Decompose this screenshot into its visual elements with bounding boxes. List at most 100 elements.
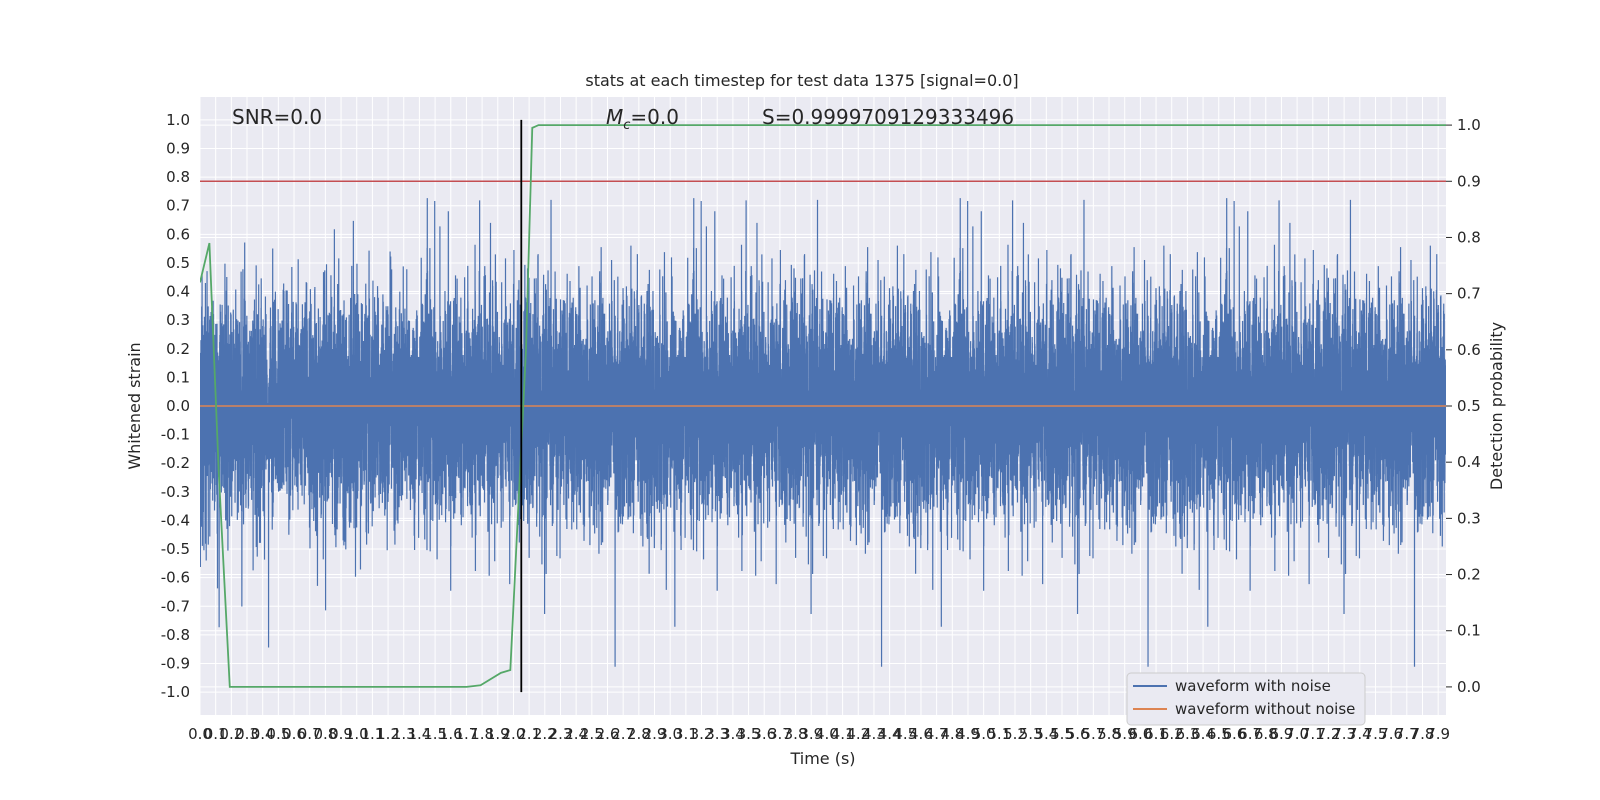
x-tick-label: 3.1	[674, 725, 698, 743]
y2-tick-label: 0.2	[1457, 566, 1481, 584]
x-tick-label: 6.9	[1270, 725, 1294, 743]
x-tick-label: 1.6	[439, 725, 463, 743]
x-tick-label: 7.3	[1332, 725, 1356, 743]
mc-annotation: Mc=0.0	[606, 105, 679, 133]
y-tick-label: 0.0	[166, 397, 190, 415]
x-tick-label: 3.9	[799, 725, 823, 743]
x-tick-label: 4.8	[940, 725, 964, 743]
x-tick-label: 7.2	[1317, 725, 1341, 743]
x-tick-label: 1.4	[407, 725, 431, 743]
y2-tick-label: 0.3	[1457, 509, 1481, 527]
y-tick-label: -0.5	[161, 540, 190, 558]
y-tick-label: 0.3	[166, 311, 190, 329]
x-tick-label: 0.5	[266, 725, 290, 743]
x-tick-label: 7.7	[1395, 725, 1419, 743]
x-tick-label: 1.0	[345, 725, 369, 743]
x-tick-label: 0.0	[188, 725, 212, 743]
x-tick-label: 4.7	[925, 725, 949, 743]
x-tick-label: 6.3	[1175, 725, 1199, 743]
x-tick-label: 4.2	[846, 725, 870, 743]
x-tick-label: 1.2	[376, 725, 400, 743]
x-tick-label: 0.7	[298, 725, 322, 743]
y-tick-label: 0.1	[166, 368, 190, 386]
x-tick-label: 6.6	[1222, 725, 1246, 743]
x-tick-label: 5.0	[972, 725, 996, 743]
y2-tick-label: 0.9	[1457, 172, 1481, 190]
x-tick-label: 2.4	[564, 725, 588, 743]
x-tick-label: 7.1	[1301, 725, 1325, 743]
x-tick-label: 2.3	[549, 725, 573, 743]
y-tick-label: 0.8	[166, 168, 190, 186]
y2-tick-label: 0.0	[1457, 678, 1481, 696]
y2-tick-label: 0.1	[1457, 622, 1481, 640]
legend-label-with-noise: waveform with noise	[1175, 677, 1331, 695]
x-tick-label: 1.1	[360, 725, 384, 743]
x-tick-label: 6.4	[1191, 725, 1215, 743]
x-tick-label: 3.4	[721, 725, 745, 743]
y2-tick-label: 0.8	[1457, 228, 1481, 246]
x-tick-label: 0.8	[313, 725, 337, 743]
y-tick-label: -0.9	[161, 655, 190, 673]
x-tick-label: 2.9	[643, 725, 667, 743]
x-tick-label: 4.5	[893, 725, 917, 743]
legend-label-without-noise: waveform without noise	[1175, 700, 1355, 718]
x-tick-label: 0.6	[282, 725, 306, 743]
x-tick-label: 3.2	[690, 725, 714, 743]
x-tick-label: 1.3	[392, 725, 416, 743]
x-tick-label: 0.1	[204, 725, 228, 743]
x-tick-label: 5.6	[1066, 725, 1090, 743]
x-tick-label: 6.2	[1160, 725, 1184, 743]
x-tick-label: 0.3	[235, 725, 259, 743]
x-tick-label: 6.7	[1238, 725, 1262, 743]
y-tick-label: -0.8	[161, 626, 190, 644]
legend-box	[1126, 672, 1366, 726]
y-tick-label: -0.3	[161, 483, 190, 501]
x-tick-label: 2.2	[533, 725, 557, 743]
x-tick-label: 5.3	[1019, 725, 1043, 743]
y-tick-label: 1.0	[166, 111, 190, 129]
x-tick-label: 5.8	[1097, 725, 1121, 743]
x-tick-label: 1.5	[423, 725, 447, 743]
y-tick-label: 0.2	[166, 340, 190, 358]
x-tick-label: 5.4	[1034, 725, 1058, 743]
x-tick-label: 5.2	[1003, 725, 1027, 743]
x-tick-label: 7.8	[1411, 725, 1435, 743]
snr-annotation: SNR=0.0	[232, 105, 322, 129]
x-tick-label: 4.4	[878, 725, 902, 743]
x-tick-label: 3.5	[737, 725, 761, 743]
y-tick-label: -0.1	[161, 426, 190, 444]
x-tick-label: 6.1	[1144, 725, 1168, 743]
x-axis-label: Time (s)	[789, 749, 855, 768]
x-tick-label: 2.1	[517, 725, 541, 743]
detection-probability-line	[200, 124, 1446, 688]
x-tick-label: 7.0	[1285, 725, 1309, 743]
y-axis-ticks: -1.0 -0.9 -0.8 -0.7 -0.6 -0.5 -0.4 -0.3 -0.2 -0.1…	[161, 111, 190, 701]
x-tick-label: 4.0	[815, 725, 839, 743]
x-tick-label: 6.5	[1207, 725, 1231, 743]
x-tick-label: 7.6	[1379, 725, 1403, 743]
s-annotation: S=0.9999709129333496	[762, 105, 1014, 129]
y-axis-label: Whitened strain	[125, 342, 144, 469]
y-tick-label: -0.4	[161, 511, 190, 529]
x-tick-label: 2.5	[580, 725, 604, 743]
y-tick-label: -0.6	[161, 569, 190, 587]
y-tick-label: -1.0	[161, 683, 190, 701]
y-tick-label: -0.7	[161, 597, 190, 615]
legend: waveform with noise waveform without noi…	[1126, 672, 1366, 726]
y2-tick-label: 0.7	[1457, 285, 1481, 303]
x-tick-label: 2.7	[611, 725, 635, 743]
x-tick-label: 4.3	[862, 725, 886, 743]
x-tick-label: 5.9	[1113, 725, 1137, 743]
y-tick-label: 0.4	[166, 283, 190, 301]
x-tick-label: 6.0	[1128, 725, 1152, 743]
y-tick-label: -0.2	[161, 454, 190, 472]
x-tick-label: 5.1	[987, 725, 1011, 743]
x-tick-label: 1.9	[486, 725, 510, 743]
y-tick-label: 0.9	[166, 140, 190, 158]
x-tick-label: 4.9	[956, 725, 980, 743]
y2-axis-ticks: 0.0 0.1 0.2 0.3 0.4 0.5 0.6 0.7 0.8 0.9 1.0	[1446, 116, 1481, 696]
y2-tick-label: 0.4	[1457, 453, 1481, 471]
x-tick-label: 5.7	[1081, 725, 1105, 743]
x-tick-label: 4.6	[909, 725, 933, 743]
